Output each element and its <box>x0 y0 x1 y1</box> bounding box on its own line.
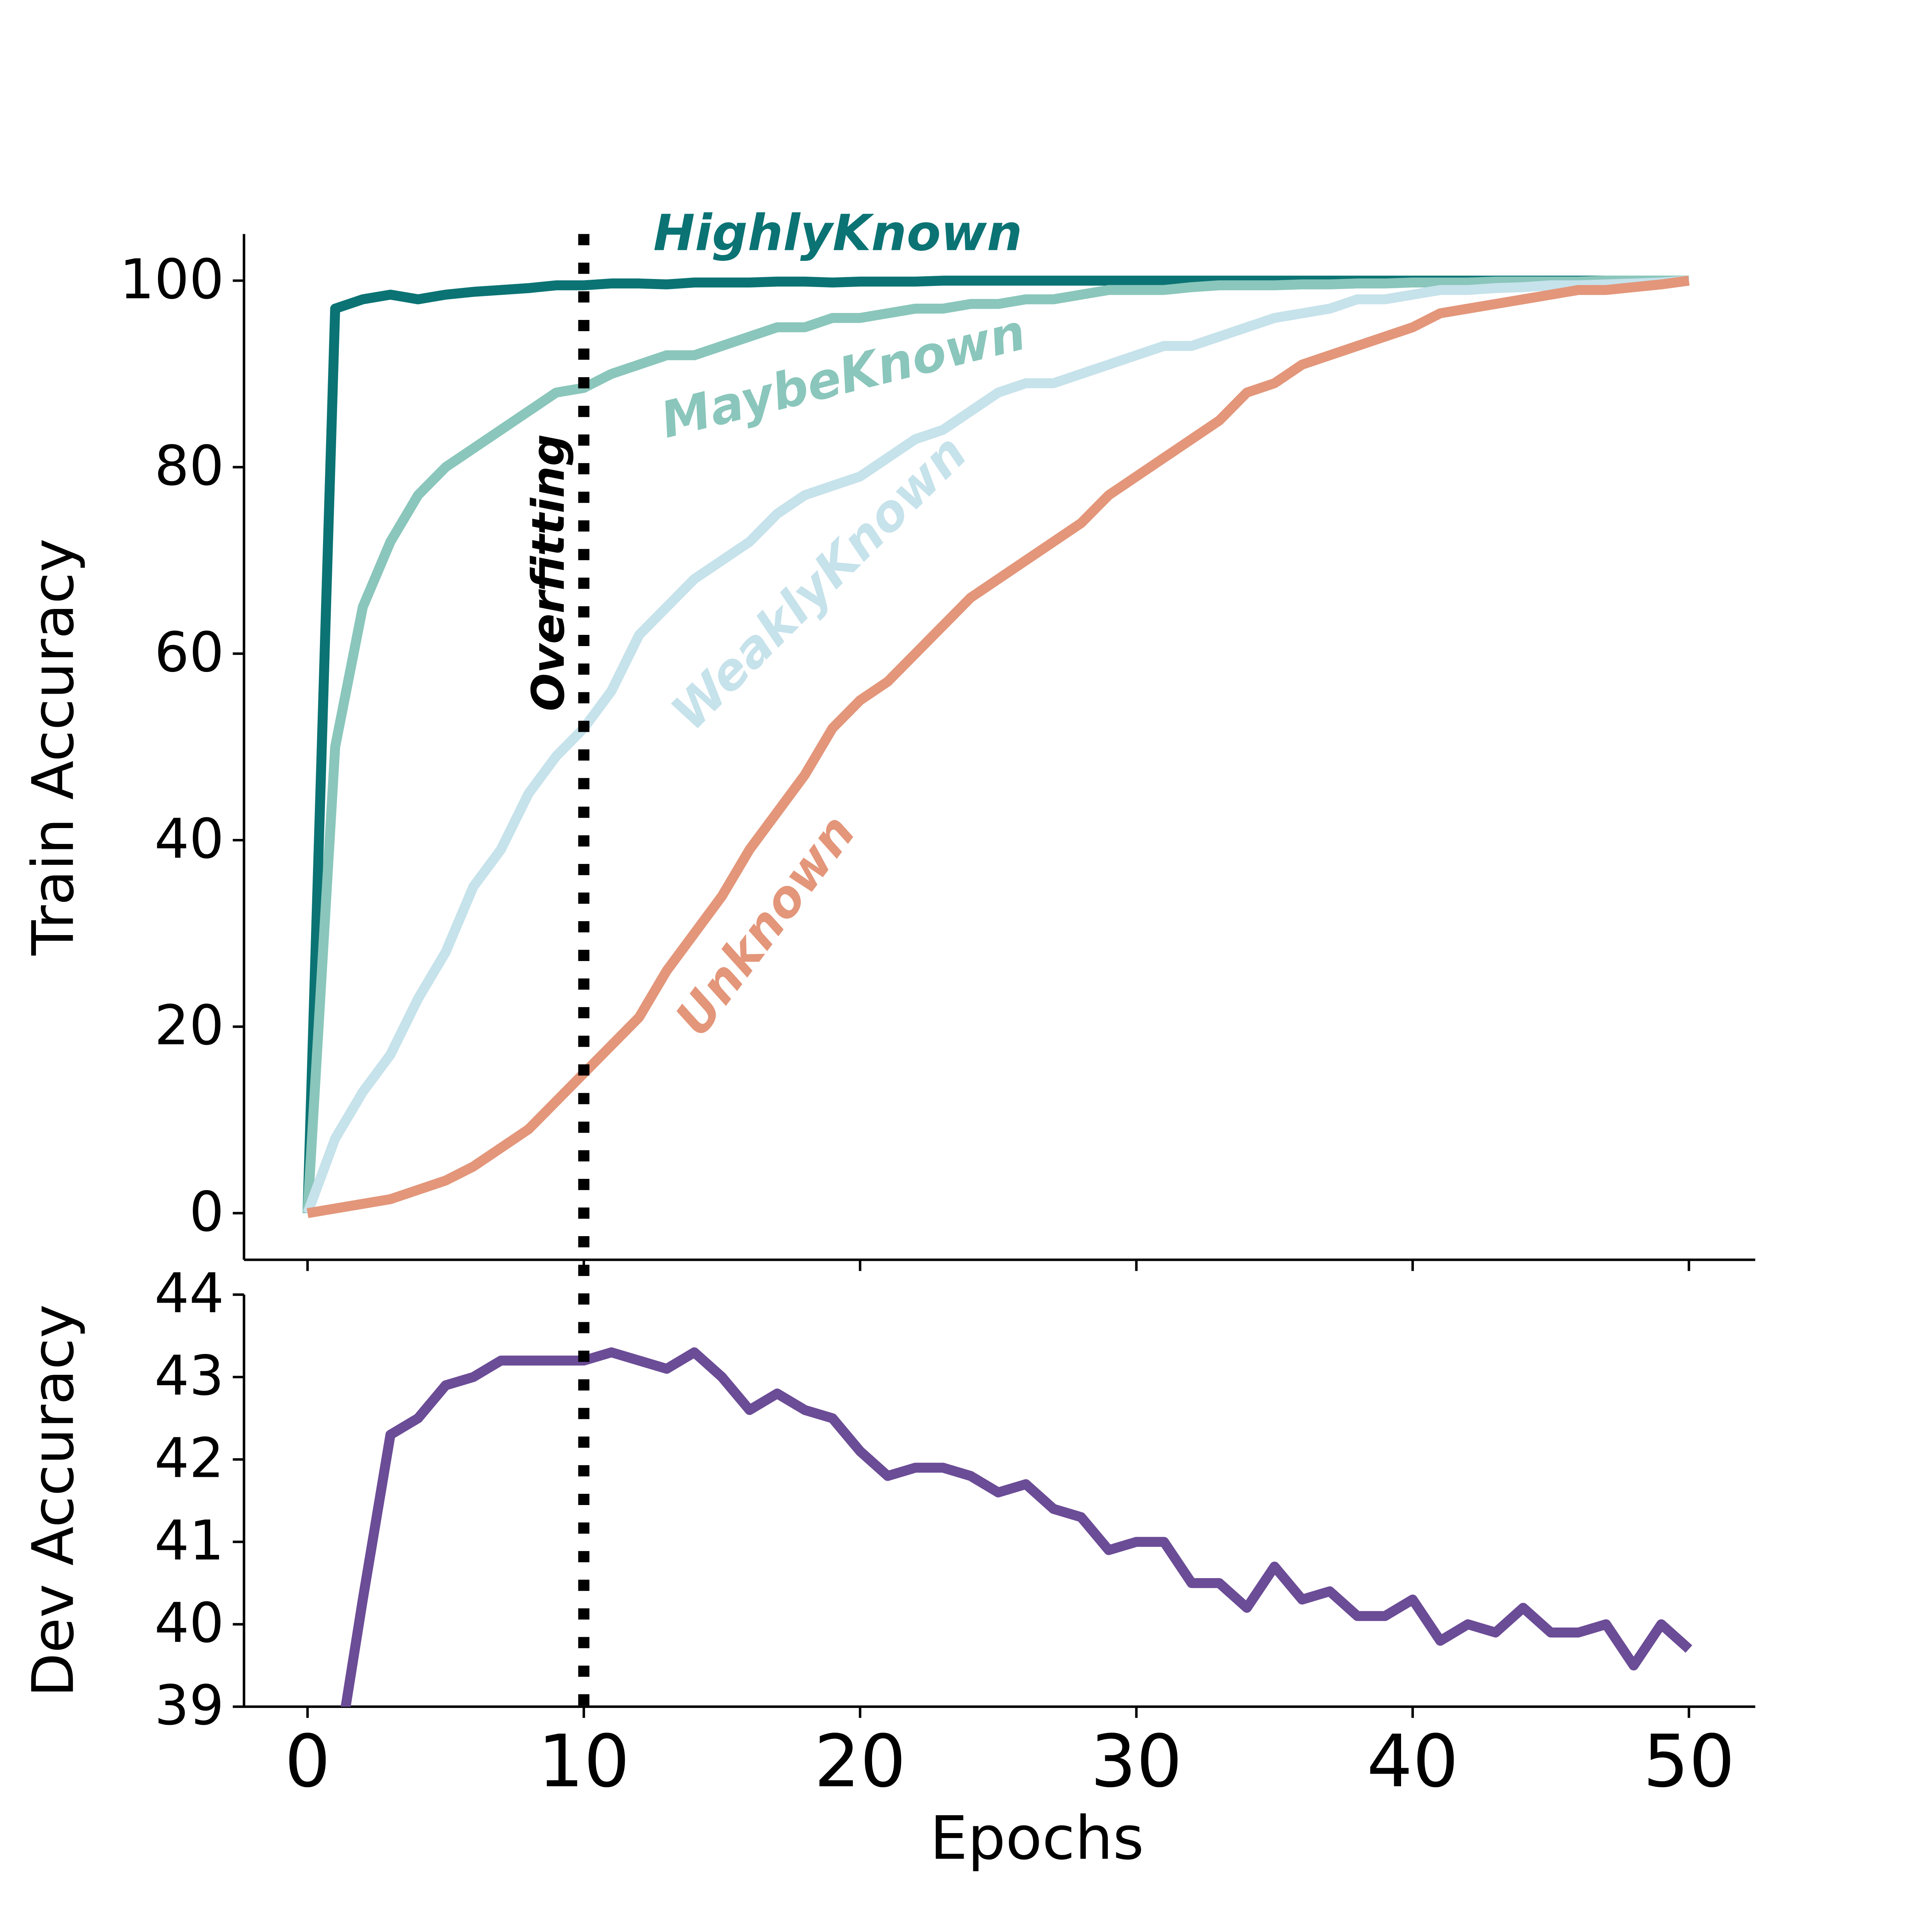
y-tick-label: 39 <box>155 1673 224 1737</box>
x-tick-label: 10 <box>538 1720 630 1804</box>
y-tick-label: 80 <box>155 434 224 498</box>
x-tick-label: 40 <box>1367 1720 1459 1804</box>
x-tick-label: 30 <box>1090 1720 1182 1804</box>
y-tick-label: 0 <box>189 1180 224 1244</box>
y-axis-label: Dev Accuracy <box>20 1304 87 1697</box>
overfitting-label: Overfitting <box>522 434 575 711</box>
y-tick-label: 40 <box>155 807 224 871</box>
x-axis-label: Epochs <box>930 1804 1144 1873</box>
x-tick-label: 50 <box>1643 1720 1735 1804</box>
series-label: WeaklyKnown <box>660 424 978 742</box>
y-tick-label: 40 <box>155 1591 224 1655</box>
plot-area <box>303 276 1690 1218</box>
y-tick-label: 100 <box>119 248 224 311</box>
y-tick-label: 43 <box>155 1344 224 1408</box>
line-series <box>303 276 1689 1215</box>
series-label: HighlyKnown <box>653 204 1022 262</box>
line-series <box>303 276 1689 1214</box>
y-tick-label: 41 <box>155 1509 224 1573</box>
y-tick-label: 60 <box>155 621 224 684</box>
y-tick-label: 42 <box>155 1427 224 1490</box>
plot-area <box>340 1347 1692 1707</box>
y-tick-label: 44 <box>155 1262 224 1325</box>
x-tick-label: 20 <box>814 1720 906 1804</box>
line-series <box>306 276 1690 1218</box>
series-label: MaybeKnown <box>655 303 1031 449</box>
y-axis-label: Train Accuracy <box>20 538 87 956</box>
y-tick-label: 20 <box>155 993 224 1057</box>
line-series <box>340 1347 1692 1707</box>
x-tick-label: 0 <box>284 1720 330 1804</box>
